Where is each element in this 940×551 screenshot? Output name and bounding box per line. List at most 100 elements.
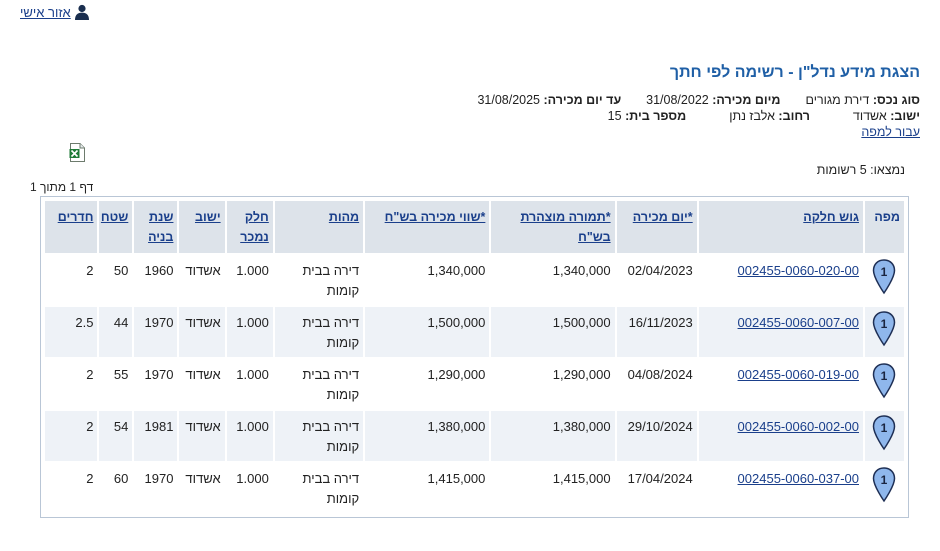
sale-value-cell: 1,290,000: [365, 359, 490, 409]
rooms-cell: 2.5: [45, 307, 98, 357]
go-to-map-link[interactable]: עבור למפה: [861, 125, 920, 139]
year-cell: 1970: [134, 359, 178, 409]
filter-line-2: ישוב: אשדוד רחוב: אלבז נתן מספר בית: 15: [608, 109, 920, 124]
sale-value-cell: 1,340,000: [365, 255, 490, 305]
parcel-link[interactable]: 002455-0060-037-00: [737, 471, 859, 486]
street-value: אלבז נתן: [729, 109, 775, 123]
personal-area-link[interactable]: אזור אישי: [20, 4, 90, 20]
nature-cell: דירה בבית קומות: [274, 307, 364, 357]
city-cell: אשדוד: [179, 359, 225, 409]
column-header-nature[interactable]: מהות: [274, 201, 364, 253]
portion-cell: 1.000: [226, 359, 273, 409]
page-indicator: דף 1 מתוך 1: [30, 180, 94, 194]
street-label: רחוב:: [778, 109, 810, 123]
from-date-value: 31/08/2022: [646, 93, 709, 107]
city-cell: אשדוד: [179, 307, 225, 357]
declared-value-cell: 1,500,000: [491, 307, 615, 357]
declared-value-cell: 1,340,000: [491, 255, 615, 305]
map-marker-number: 1: [881, 265, 888, 279]
rooms-cell: 2: [45, 359, 98, 409]
city-cell: אשדוד: [179, 411, 225, 461]
to-date-label: עד יום מכירה:: [543, 93, 622, 107]
sale-value-cell: 1,500,000: [365, 307, 490, 357]
area-cell: 60: [99, 463, 133, 513]
year-cell: 1981: [134, 411, 178, 461]
personal-area-label[interactable]: אזור אישי: [20, 4, 71, 20]
map-marker-icon[interactable]: 1: [872, 259, 896, 298]
house-number-label: מספר בית:: [625, 109, 687, 123]
excel-export-button[interactable]: [69, 143, 86, 165]
city-value: אשדוד: [852, 109, 887, 123]
from-date-label: מיום מכירה:: [712, 93, 781, 107]
sale-value-cell: 1,380,000: [365, 411, 490, 461]
map-marker-icon[interactable]: 1: [872, 311, 896, 350]
column-header-declared-value[interactable]: *תמורה מוצהרת בש"ח: [491, 201, 615, 253]
city-cell: אשדוד: [179, 463, 225, 513]
portion-cell: 1.000: [226, 255, 273, 305]
column-header-rooms[interactable]: חדרים: [45, 201, 98, 253]
house-number-value: 15: [607, 109, 622, 123]
sale-date-cell: 17/04/2024: [616, 463, 697, 513]
city-label: ישוב:: [890, 109, 920, 123]
rooms-cell: 2: [45, 463, 98, 513]
area-cell: 50: [99, 255, 133, 305]
user-icon[interactable]: [74, 4, 90, 20]
column-header-portion[interactable]: חלק נמכר: [226, 201, 273, 253]
map-marker-icon[interactable]: 1: [872, 415, 896, 454]
column-header-area[interactable]: שטח: [99, 201, 133, 253]
parcel-link[interactable]: 002455-0060-019-00: [737, 367, 859, 382]
to-date-value: 31/08/2025: [477, 93, 540, 107]
map-marker-number: 1: [881, 473, 888, 487]
filter-line-1: סוג נכס: דירת מגורים מיום מכירה: 31/08/2…: [477, 93, 920, 108]
sale-date-cell: 02/04/2023: [616, 255, 697, 305]
column-header-sale-date[interactable]: *יום מכירה: [616, 201, 697, 253]
rooms-cell: 2: [45, 255, 98, 305]
parcel-link[interactable]: 002455-0060-020-00: [737, 263, 859, 278]
asset-type-value: דירת מגורים: [805, 93, 870, 107]
portion-cell: 1.000: [226, 307, 273, 357]
sale-date-cell: 04/08/2024: [616, 359, 697, 409]
parcel-link[interactable]: 002455-0060-002-00: [737, 419, 859, 434]
table-row: 1 002455-0060-037-00 17/04/2024 1,415,00…: [45, 463, 904, 513]
map-marker-icon[interactable]: 1: [872, 363, 896, 402]
sale-date-cell: 16/11/2023: [616, 307, 697, 357]
map-marker-number: 1: [881, 317, 888, 331]
area-cell: 44: [99, 307, 133, 357]
column-header-parcel[interactable]: גוש חלקה: [698, 201, 863, 253]
map-marker-number: 1: [881, 421, 888, 435]
page-title: הצגת מידע נדל"ן - רשימה לפי חתך: [669, 64, 920, 81]
city-cell: אשדוד: [179, 255, 225, 305]
column-header-map: מפה: [864, 201, 904, 253]
year-cell: 1960: [134, 255, 178, 305]
nature-cell: דירה בבית קומות: [274, 359, 364, 409]
map-marker-number: 1: [881, 369, 888, 383]
table-header-row: מפה גוש חלקה *יום מכירה *תמורה מוצהרת בש…: [45, 201, 904, 253]
table-row: 1 002455-0060-020-00 02/04/2023 1,340,00…: [45, 255, 904, 305]
excel-icon[interactable]: [69, 143, 86, 162]
table-row: 1 002455-0060-019-00 04/08/2024 1,290,00…: [45, 359, 904, 409]
year-cell: 1970: [134, 463, 178, 513]
column-header-city[interactable]: ישוב: [179, 201, 225, 253]
declared-value-cell: 1,415,000: [491, 463, 615, 513]
results-table-container: מפה גוש חלקה *יום מכירה *תמורה מוצהרת בש…: [40, 196, 909, 518]
nature-cell: דירה בבית קומות: [274, 411, 364, 461]
asset-type-label: סוג נכס:: [872, 93, 920, 107]
sale-date-cell: 29/10/2024: [616, 411, 697, 461]
declared-value-cell: 1,380,000: [491, 411, 615, 461]
column-header-year[interactable]: שנת בניה: [134, 201, 178, 253]
map-marker-icon[interactable]: 1: [872, 467, 896, 506]
portion-cell: 1.000: [226, 411, 273, 461]
year-cell: 1970: [134, 307, 178, 357]
portion-cell: 1.000: [226, 463, 273, 513]
column-header-sale-value[interactable]: *שווי מכירה בש"ח: [365, 201, 490, 253]
results-count: נמצאו: 5 רשומות: [816, 163, 905, 177]
declared-value-cell: 1,290,000: [491, 359, 615, 409]
parcel-link[interactable]: 002455-0060-007-00: [737, 315, 859, 330]
sale-value-cell: 1,415,000: [365, 463, 490, 513]
results-table: מפה גוש חלקה *יום מכירה *תמורה מוצהרת בש…: [43, 199, 906, 515]
table-row: 1 002455-0060-002-00 29/10/2024 1,380,00…: [45, 411, 904, 461]
nature-cell: דירה בבית קומות: [274, 463, 364, 513]
area-cell: 54: [99, 411, 133, 461]
table-row: 1 002455-0060-007-00 16/11/2023 1,500,00…: [45, 307, 904, 357]
rooms-cell: 2: [45, 411, 98, 461]
